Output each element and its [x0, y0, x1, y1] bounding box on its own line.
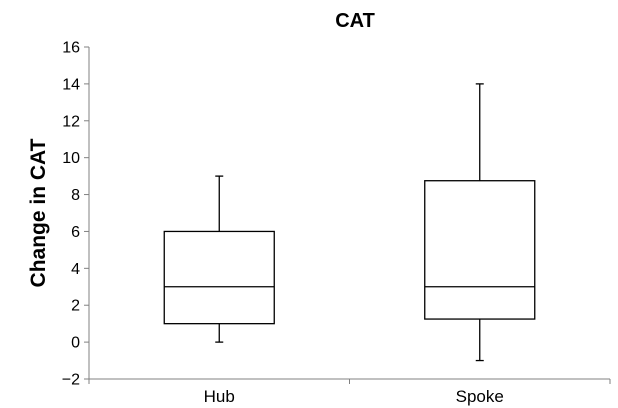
y-tick-label: 12 [62, 113, 80, 130]
y-tick-label: 10 [62, 150, 80, 167]
box-iqr [424, 180, 536, 320]
y-axis-label: Change in CAT [27, 138, 50, 287]
x-category-label: Spoke [456, 387, 504, 406]
y-tick-label: 0 [71, 335, 80, 352]
y-tick-label: 8 [71, 187, 80, 204]
y-tick-label: 4 [71, 261, 80, 278]
boxes [163, 83, 536, 362]
y-tick-label: 14 [62, 76, 80, 93]
y-tick-label: 2 [71, 298, 80, 315]
box-hub [163, 175, 275, 343]
y-tick-label: 6 [71, 224, 80, 241]
box-spoke [424, 83, 536, 362]
y-tick-label: −2 [62, 372, 80, 389]
chart-title: CAT [335, 10, 375, 32]
box-iqr [163, 230, 275, 325]
axes: −2 0 2 4 6 8 10 12 14 16 Hub Spoke [62, 40, 611, 406]
y-tick-label: 16 [62, 40, 80, 57]
x-category-label: Hub [204, 387, 235, 406]
